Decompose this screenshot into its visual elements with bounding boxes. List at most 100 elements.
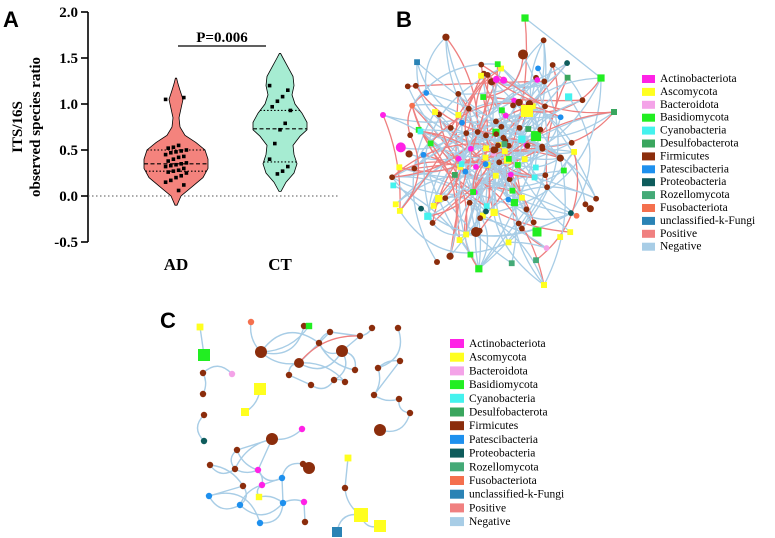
- network-edge: [524, 17, 602, 79]
- data-point-ad: [182, 183, 186, 187]
- data-point-ct: [280, 94, 285, 99]
- network-node: [336, 345, 348, 357]
- y-tick-label: 1.0: [59, 97, 78, 113]
- legend-label: Cyanobacteria: [469, 393, 535, 405]
- network-node: [390, 182, 397, 189]
- network-edge: [382, 114, 401, 211]
- legend-swatch: [642, 126, 655, 135]
- network-node: [285, 371, 293, 379]
- network-edge: [498, 111, 615, 163]
- network-edge: [420, 130, 472, 150]
- network-node: [518, 135, 526, 143]
- network-node: [451, 172, 458, 178]
- network-edge: [508, 241, 547, 249]
- network-node: [480, 94, 487, 100]
- network-edge: [479, 186, 597, 219]
- data-point-ct: [286, 88, 290, 92]
- network-node: [239, 482, 247, 490]
- data-point-ad: [179, 173, 183, 178]
- network-node: [427, 140, 434, 147]
- network-node: [395, 142, 406, 153]
- network-edge: [392, 176, 487, 212]
- network-edge: [459, 80, 545, 167]
- network-edge: [209, 464, 244, 487]
- legend-label: Rozellomycota: [469, 461, 539, 473]
- network-node: [492, 75, 500, 83]
- network-node: [565, 93, 573, 101]
- network-b-edges: [382, 17, 615, 286]
- legend-swatch: [642, 100, 655, 109]
- legend-swatch: [450, 503, 464, 513]
- network-node: [256, 519, 264, 527]
- legend-label: Proteobacteria: [469, 448, 535, 460]
- network-node: [540, 37, 547, 44]
- network-node: [233, 446, 241, 454]
- network-node: [533, 257, 539, 264]
- network-edge: [288, 374, 312, 386]
- legend-label: Desulfobacterota: [469, 407, 548, 419]
- legend-label: Fusobacteriota: [660, 202, 728, 214]
- legend-swatch: [450, 462, 464, 472]
- network-node: [473, 163, 479, 170]
- network-edge: [382, 114, 482, 269]
- legend-label: Bacteroidota: [660, 99, 719, 111]
- network-node: [523, 206, 530, 213]
- network-node: [463, 130, 470, 137]
- network-node: [301, 518, 309, 526]
- network-node: [524, 142, 531, 149]
- legend-swatch: [642, 87, 655, 96]
- legend-label: Ascomycota: [469, 352, 526, 364]
- y-tick-label: 2.0: [59, 5, 78, 21]
- network-edge: [373, 394, 400, 402]
- violin-plot: -0.5 0.0 0.5 1.0 1.5 2.0 ITS/16S observed speci…: [10, 5, 340, 274]
- network-node: [542, 103, 548, 110]
- data-point-ct: [283, 121, 287, 126]
- legend-label: Basidiomycota: [469, 379, 538, 391]
- network-edge: [480, 217, 547, 249]
- network-node: [254, 383, 266, 395]
- network-node: [305, 322, 313, 330]
- network-node: [394, 324, 402, 332]
- legend-label: Firmicutes: [469, 420, 519, 432]
- network-edge: [505, 80, 545, 200]
- data-point-ad: [163, 97, 168, 102]
- network-node: [515, 220, 522, 227]
- network-node: [432, 109, 438, 115]
- network-node: [531, 131, 542, 142]
- network-edge: [426, 92, 543, 150]
- legend-label: Basidiomycota: [660, 112, 729, 124]
- network-edge: [318, 342, 356, 371]
- network-node: [492, 147, 499, 153]
- network-edge: [259, 502, 284, 524]
- network-node: [266, 433, 278, 445]
- legend-swatch: [642, 191, 655, 200]
- network-node: [514, 162, 521, 168]
- network-node: [532, 164, 539, 171]
- network-node: [247, 318, 255, 326]
- legend-label: Ascomycota: [660, 86, 717, 98]
- network-node: [480, 212, 486, 219]
- network-node: [564, 60, 570, 66]
- network-node: [255, 346, 267, 358]
- network-node: [200, 411, 208, 419]
- network-node: [255, 493, 263, 501]
- network-node: [228, 370, 236, 378]
- network-node: [374, 520, 386, 532]
- network-node: [476, 227, 483, 234]
- network-node: [354, 508, 368, 522]
- legend-swatch: [450, 366, 464, 376]
- network-node: [447, 124, 454, 131]
- network-edge: [196, 414, 205, 442]
- network-node: [506, 176, 513, 183]
- y-axis-label-line2: observed species ratio: [28, 57, 44, 197]
- network-node: [499, 107, 505, 114]
- panel-letter-a: A: [3, 7, 19, 32]
- network-node: [412, 82, 419, 89]
- network-node: [404, 83, 411, 90]
- network-node: [435, 194, 443, 203]
- network-edge: [431, 158, 460, 224]
- network-edge: [482, 214, 545, 286]
- network-node: [534, 77, 541, 83]
- data-point-ct: [275, 172, 280, 176]
- network-node: [258, 481, 266, 489]
